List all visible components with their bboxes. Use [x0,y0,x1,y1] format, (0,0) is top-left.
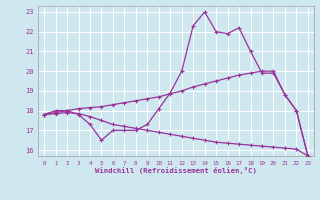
X-axis label: Windchill (Refroidissement éolien,°C): Windchill (Refroidissement éolien,°C) [95,167,257,174]
